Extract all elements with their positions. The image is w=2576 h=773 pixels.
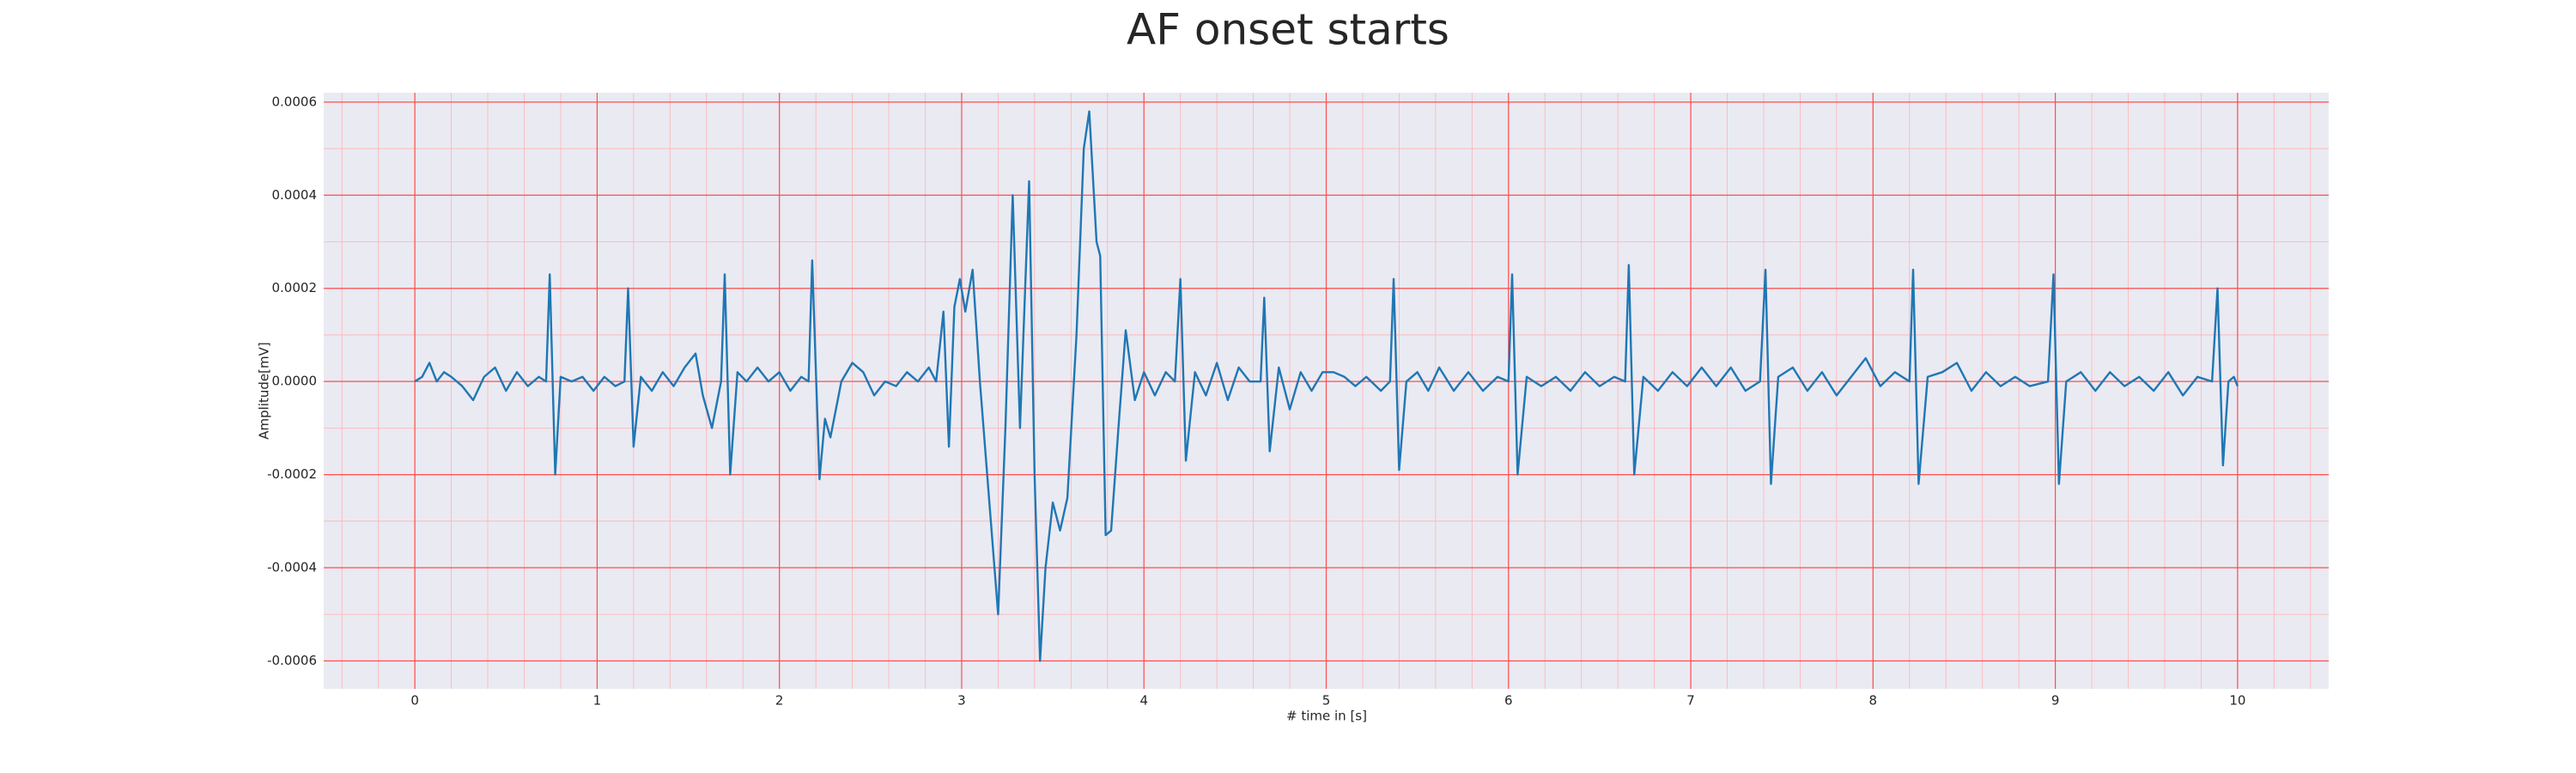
y-tick-label: 0.0002 xyxy=(272,280,318,295)
y-axis-label: Amplitude[mV] xyxy=(257,342,272,439)
y-tick-label: 0.0004 xyxy=(272,187,318,203)
marks xyxy=(414,110,2239,662)
x-tick-label: 4 xyxy=(1139,693,1148,709)
y-tick-label: 0.0006 xyxy=(272,94,318,109)
x-tick-label: 1 xyxy=(593,693,602,709)
y-tick-label: -0.0006 xyxy=(267,653,317,668)
x-tick-label: 6 xyxy=(1504,693,1513,709)
x-tick-label: 5 xyxy=(1322,693,1331,709)
x-tick-label: 10 xyxy=(2229,693,2245,709)
y-tick-label: 0.0000 xyxy=(272,374,318,389)
series-line xyxy=(414,110,2239,662)
x-tick-label: 3 xyxy=(957,693,966,709)
x-tick-label: 0 xyxy=(410,693,419,709)
x-tick-label: 9 xyxy=(2051,693,2060,709)
x-tick-label: 2 xyxy=(775,693,784,709)
labels: 0 1 2 3 4 5 6 7 8 9 10 -0.0006 -0.0004 -0.0002 0.0000 0… xyxy=(267,94,2245,708)
x-axis-label: # time in [s] xyxy=(1286,709,1367,724)
chart-title: AF onset starts xyxy=(1127,5,1449,55)
grid xyxy=(324,93,2329,689)
y-tick-label: -0.0004 xyxy=(267,560,317,575)
y-tick-label: -0.0002 xyxy=(267,466,317,482)
x-tick-label: 8 xyxy=(1869,693,1878,709)
x-tick-label: 7 xyxy=(1686,693,1695,709)
